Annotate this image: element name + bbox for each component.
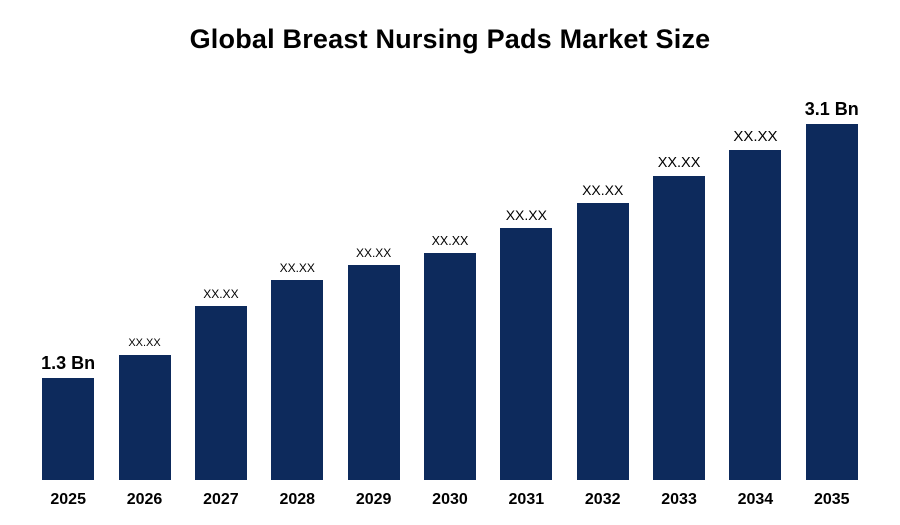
x-tick-2025: 2025 [50, 491, 86, 508]
bar-group-2025: 1.3 Bn [30, 354, 106, 480]
bar-2030 [423, 253, 476, 480]
bar-value-label-2028: XX.XX [279, 261, 315, 275]
x-tick-2032: 2032 [584, 491, 621, 508]
bar-group-2027: XX.XX [183, 288, 259, 480]
bar-group-2029: XX.XX [335, 247, 411, 480]
bar-value-label-2026: XX.XX [128, 337, 161, 349]
x-tick-2027: 2027 [203, 491, 239, 508]
bar-2027 [194, 306, 247, 480]
bar-2035 [805, 124, 858, 480]
bar-group-2031: XX.XX [488, 208, 564, 480]
bar-2025 [42, 378, 95, 480]
bar-2031 [500, 228, 553, 480]
bar-2034 [729, 150, 782, 480]
bar-group-2032: XX.XX [565, 183, 641, 480]
bar-2026 [118, 355, 171, 480]
bar-2028 [271, 280, 324, 480]
bar-value-label-2025: 1.3 Bn [41, 353, 96, 373]
bar-chart: 1.3 Bn XX.XX XX.XX XX.XX XX.XX XX.XX XX.XX XX.X… [30, 70, 870, 525]
x-tick-2028: 2028 [279, 491, 316, 508]
bar-2029 [347, 265, 400, 480]
bar-group-2034: XX.XX [717, 129, 793, 480]
bar-group-2033: XX.XX [641, 154, 717, 480]
bar-group-2030: XX.XX [412, 233, 488, 480]
x-tick-2026: 2026 [126, 491, 163, 508]
bar-group-2028: XX.XX [259, 262, 335, 480]
x-axis-labels: 2025 2026 2027 2028 2029 2030 2031 2032 2033 2034… [30, 480, 870, 520]
bar-2032 [576, 203, 629, 480]
bar-value-label-2033: XX.XX [657, 154, 701, 171]
bars-area: 1.3 Bn XX.XX XX.XX XX.XX XX.XX XX.XX XX.XX XX.X… [30, 70, 870, 480]
x-tick-2029: 2029 [355, 491, 392, 508]
bar-group-2026: XX.XX [106, 338, 182, 480]
chart-title: Global Breast Nursing Pads Market Size [189, 24, 711, 54]
bar-value-label-2027: XX.XX [203, 287, 239, 301]
bar-value-label-2035: 3.1 Bn [804, 99, 859, 119]
bar-value-label-2034: XX.XX [733, 128, 778, 145]
bar-value-label-2029: XX.XX [355, 246, 392, 260]
bar-value-label-2031: XX.XX [505, 207, 547, 223]
bar-2033 [653, 176, 706, 480]
x-tick-2035: 2035 [813, 491, 850, 508]
x-tick-2030: 2030 [432, 491, 468, 508]
x-tick-2031: 2031 [508, 491, 545, 508]
bar-group-2035: 3.1 Bn [794, 100, 870, 480]
bar-value-label-2032: XX.XX [582, 182, 624, 198]
bar-value-label-2030: XX.XX [431, 233, 469, 248]
x-tick-2034: 2034 [737, 491, 774, 508]
x-tick-2033: 2033 [661, 491, 697, 508]
